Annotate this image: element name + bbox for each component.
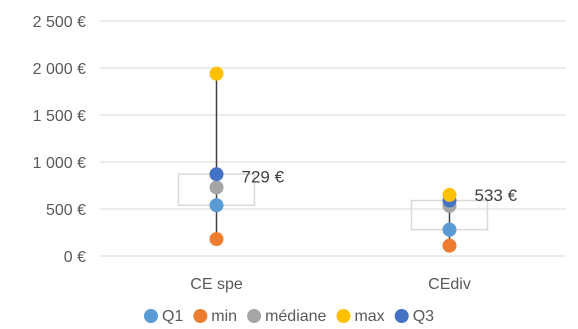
legend: Q1 min médiane max Q3 — [143, 308, 434, 325]
data-points — [209, 66, 457, 253]
point-Q3-0 — [209, 167, 224, 182]
legend-item-min: min — [193, 308, 237, 325]
x-axis-category-labels: CE spe CEdiv — [190, 276, 471, 293]
y-tick-label: 500 € — [46, 202, 86, 219]
point-min-0 — [209, 232, 224, 247]
data-label-0: 729 € — [242, 167, 285, 186]
legend-item-max: max — [336, 308, 385, 325]
whiskers — [215, 73, 451, 246]
point-max-1 — [442, 187, 457, 202]
legend-label: min — [211, 308, 237, 325]
legend-item-Q1: Q1 — [143, 308, 183, 325]
legend-marker — [336, 309, 351, 323]
legend-marker — [143, 309, 158, 323]
point-Q1-1 — [442, 222, 457, 237]
legend-marker — [394, 309, 409, 323]
legend-label: Q1 — [162, 308, 183, 325]
legend-label: Q3 — [413, 308, 434, 325]
legend-label: max — [354, 308, 384, 325]
data-labels: 729 € 533 € — [242, 167, 518, 204]
legend-item-médiane: médiane — [247, 308, 327, 325]
legend-marker — [247, 309, 262, 323]
gridlines — [100, 20, 566, 257]
legend-marker — [193, 309, 208, 323]
y-axis-tick-labels: 0 € 500 € 1 000 € 1 500 € 2 000 € 2 500 € — [33, 14, 86, 266]
point-médiane-0 — [209, 180, 224, 195]
y-tick-label: 2 500 € — [33, 14, 86, 31]
point-min-1 — [442, 238, 457, 253]
y-tick-label: 1 000 € — [33, 155, 86, 172]
category-label: CE spe — [190, 276, 243, 293]
legend-label: médiane — [265, 308, 326, 325]
data-label-1: 533 € — [475, 186, 518, 205]
y-tick-label: 0 € — [64, 249, 86, 266]
point-Q1-0 — [209, 198, 224, 213]
boxes — [177, 173, 489, 231]
point-max-0 — [209, 66, 224, 81]
legend-item-Q3: Q3 — [394, 308, 434, 325]
y-tick-label: 2 000 € — [33, 61, 86, 78]
category-label: CEdiv — [428, 276, 471, 293]
y-tick-label: 1 500 € — [33, 108, 86, 125]
